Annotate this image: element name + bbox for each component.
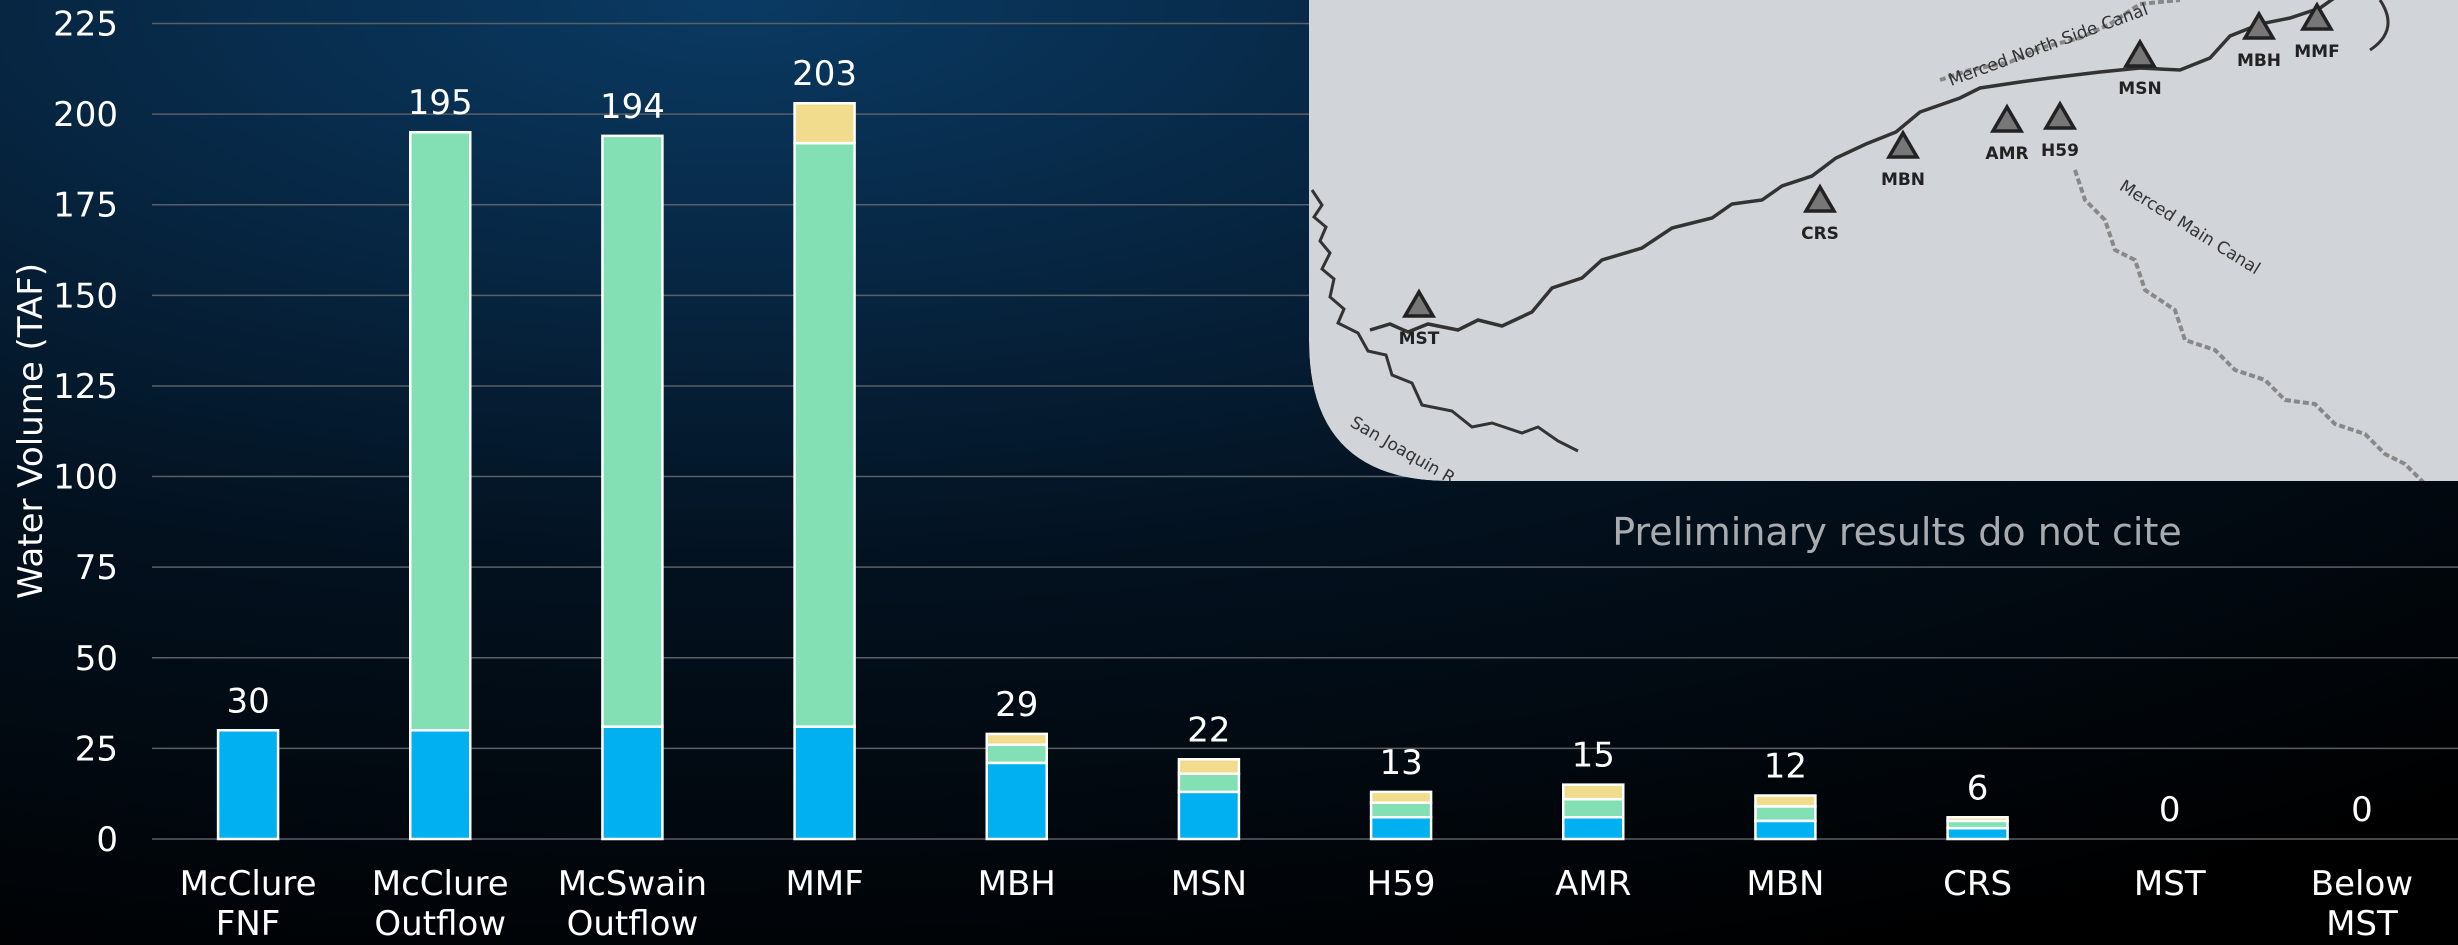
bar-segment (1562, 816, 1625, 841)
y-tick-label: 75 (75, 548, 118, 588)
station-marker (2241, 10, 2277, 40)
x-tick-label: Below MST (2311, 864, 2413, 944)
bar-segment (1177, 790, 1241, 841)
bar-segment (1177, 772, 1241, 794)
map-background (1309, 0, 2458, 481)
y-tick-label: 200 (53, 95, 118, 135)
bar-segment (1369, 816, 1433, 841)
station-marker (1401, 288, 1437, 318)
y-tick-label: 125 (53, 367, 118, 407)
bar-segment (985, 761, 1048, 841)
bar-segment (1369, 790, 1433, 805)
station-marker (1885, 129, 1921, 159)
bar-segment (601, 134, 664, 728)
x-tick-label: MSN (1171, 864, 1247, 904)
bar-segment (1754, 819, 1817, 841)
bar-segment (985, 743, 1048, 765)
bar-segment (1754, 805, 1817, 823)
station-label: MSN (2118, 79, 2161, 99)
x-tick-label: McClure Outflow (372, 864, 509, 944)
bar-segment (1562, 797, 1625, 819)
x-tick-label: MMF (785, 864, 863, 904)
y-tick-label: 100 (53, 458, 118, 498)
river (1310, 189, 1579, 453)
bar-segment (1562, 783, 1625, 801)
total-label: 29 (995, 685, 1038, 725)
x-tick-label: CRS (1943, 864, 2012, 904)
bar-segment (1177, 758, 1241, 776)
bar-segment (1946, 826, 2009, 841)
station-marker (2299, 1, 2335, 31)
merced-river (1369, 0, 2411, 334)
x-tick-label: MBN (1746, 864, 1824, 904)
station-label: MST (1399, 329, 1440, 349)
bar-segment (985, 732, 1048, 747)
total-label: 0 (2159, 790, 2181, 830)
total-label: 12 (1764, 747, 1807, 787)
x-tick-label: H59 (1367, 864, 1436, 904)
total-label: 30 (226, 681, 269, 721)
bar-segment (1369, 801, 1433, 819)
station-label: CRS (1801, 224, 1839, 244)
x-tick-label: MBH (978, 864, 1056, 904)
y-tick-label: 175 (53, 186, 118, 226)
total-label: 203 (792, 54, 857, 94)
total-label: 22 (1187, 710, 1230, 750)
bar-segment (409, 729, 472, 841)
bar-segment (793, 141, 856, 728)
x-tick-label: AMR (1555, 864, 1631, 904)
station-label: H59 (2041, 141, 2079, 161)
canal (2073, 169, 2427, 481)
station-marker (1989, 103, 2025, 133)
station-label: MBH (2237, 51, 2281, 71)
bar-segment (216, 729, 280, 841)
total-label: 6 (1967, 768, 1989, 808)
bar-segment (601, 725, 664, 841)
river (2369, 0, 2390, 52)
station-marker (2122, 38, 2158, 68)
y-tick-label: 150 (53, 276, 118, 316)
y-tick-label: 0 (96, 820, 118, 860)
station-marker (1802, 183, 1838, 213)
station-label: MBN (1881, 170, 1925, 190)
total-label: 194 (600, 87, 665, 127)
station-label: MMF (2294, 42, 2339, 62)
bar-segment (793, 101, 856, 145)
total-label: 15 (1572, 736, 1615, 776)
y-tick-label: 25 (75, 729, 118, 769)
y-tick-label: 225 (53, 5, 118, 45)
bar-segment (1946, 816, 2009, 823)
bar-segment (409, 130, 472, 732)
total-label: 195 (408, 83, 473, 123)
x-tick-label: McClure FNF (180, 864, 317, 944)
bar-segment (1754, 794, 1817, 808)
station-label: AMR (1985, 144, 2028, 164)
total-label: 13 (1379, 743, 1422, 783)
station-marker (2042, 100, 2078, 130)
y-axis-label: Water Volume (TAF) (11, 263, 51, 599)
bar-segment (793, 725, 856, 841)
y-tick-label: 50 (75, 639, 118, 679)
x-tick-label: MST (2134, 864, 2206, 904)
total-label: 0 (2351, 790, 2373, 830)
x-tick-label: McSwain Outflow (558, 864, 707, 944)
canal (1939, 0, 2181, 82)
annotation: Preliminary results do not cite (1612, 510, 2182, 554)
